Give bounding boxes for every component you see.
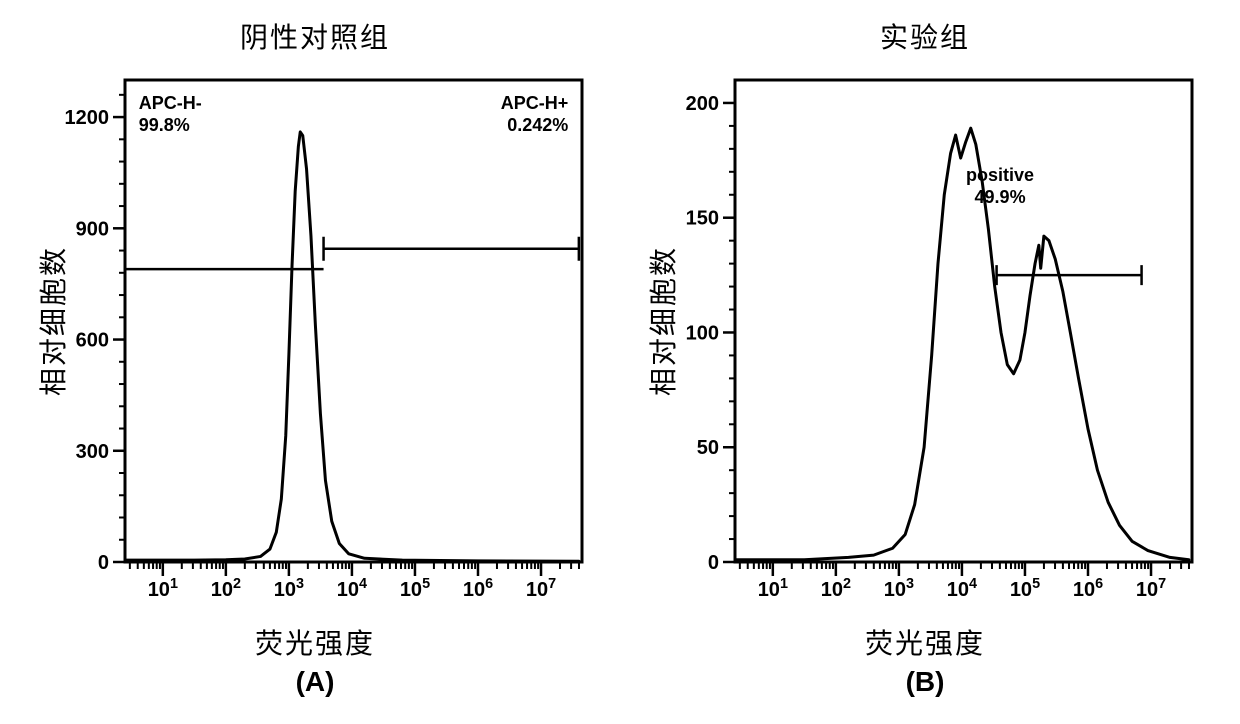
svg-text:150: 150 (686, 208, 719, 230)
svg-text:600: 600 (76, 330, 109, 352)
panel-a: 阴性对照组 0 300 600 900 1200 101 102 103 104 105 106 10… (30, 10, 600, 698)
svg-text:49.9%: 49.9% (975, 187, 1026, 207)
svg-text:102: 102 (821, 576, 851, 601)
svg-text:300: 300 (76, 441, 109, 463)
panel-b: 实验组 0 50 100 150 200 101 102 103 104 105 106 107 相对细… (640, 10, 1210, 698)
svg-text:200: 200 (686, 93, 719, 115)
panel-a-sublabel: (A) (296, 666, 335, 698)
svg-text:900: 900 (76, 218, 109, 240)
svg-text:102: 102 (211, 576, 241, 601)
panel-b-sublabel: (B) (906, 666, 945, 698)
svg-text:103: 103 (274, 576, 304, 601)
svg-text:106: 106 (1073, 576, 1103, 601)
svg-text:100: 100 (686, 322, 719, 344)
figure-wrap: 阴性对照组 0 300 600 900 1200 101 102 103 104 105 106 10… (0, 0, 1240, 698)
svg-text:0: 0 (708, 552, 719, 574)
panel-a-chart: 0 300 600 900 1200 101 102 103 104 105 106 107 相对细胞数… (30, 62, 600, 622)
svg-text:103: 103 (884, 576, 914, 601)
panel-b-xlabel: 荧光强度 (865, 622, 985, 662)
panel-b-title: 实验组 (880, 16, 970, 56)
svg-text:99.8%: 99.8% (139, 115, 190, 135)
svg-text:1200: 1200 (65, 107, 110, 129)
svg-text:相对细胞数: 相对细胞数 (38, 246, 70, 396)
svg-text:104: 104 (947, 576, 977, 601)
svg-text:positive: positive (966, 165, 1034, 185)
svg-text:105: 105 (1010, 576, 1040, 601)
svg-text:0.242%: 0.242% (507, 115, 568, 135)
svg-text:101: 101 (758, 576, 788, 601)
svg-text:107: 107 (526, 576, 556, 601)
svg-text:50: 50 (697, 437, 719, 459)
panel-a-xlabel: 荧光强度 (255, 622, 375, 662)
svg-text:APC-H+: APC-H+ (501, 93, 569, 113)
svg-text:104: 104 (337, 576, 367, 601)
svg-text:0: 0 (98, 552, 109, 574)
svg-text:相对细胞数: 相对细胞数 (648, 246, 680, 396)
svg-text:107: 107 (1136, 576, 1166, 601)
panel-b-chart: 0 50 100 150 200 101 102 103 104 105 106 107 相对细胞数 po… (640, 62, 1210, 622)
svg-text:APC-H-: APC-H- (139, 93, 202, 113)
svg-text:101: 101 (148, 576, 178, 601)
svg-text:105: 105 (400, 576, 430, 601)
panel-a-title: 阴性对照组 (240, 16, 390, 56)
svg-text:106: 106 (463, 576, 493, 601)
